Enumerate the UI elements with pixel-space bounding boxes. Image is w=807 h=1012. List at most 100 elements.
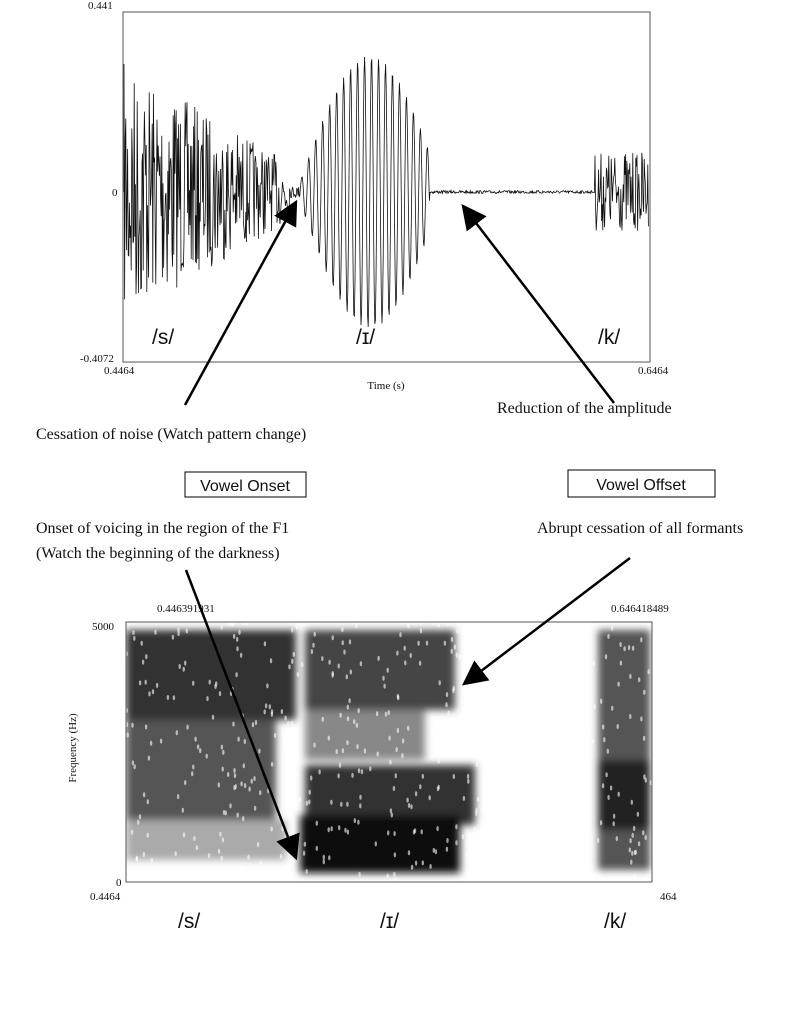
speckle: [240, 781, 242, 786]
speckle: [588, 780, 590, 785]
speckle: [521, 655, 523, 660]
speckle: [176, 730, 178, 735]
speckle: [455, 824, 457, 829]
speckle: [569, 846, 571, 851]
speckle: [605, 654, 607, 659]
speckle: [291, 628, 293, 633]
speckle: [393, 872, 395, 877]
speckle: [177, 631, 179, 636]
speckle: [220, 625, 222, 630]
speckle: [631, 851, 633, 856]
speckle: [184, 661, 186, 666]
speckle: [354, 818, 356, 823]
end-time-label: 0.646418489: [611, 603, 669, 615]
speckle: [359, 803, 361, 808]
speckle: [426, 641, 428, 646]
speckle: [637, 812, 639, 817]
speckle: [264, 709, 266, 714]
speckle: [193, 836, 195, 841]
speckle: [481, 807, 483, 812]
speckle: [351, 773, 353, 778]
speckle: [451, 637, 453, 642]
speckle: [197, 744, 199, 749]
speckle: [469, 683, 471, 688]
box-label: Vowel Offset: [596, 477, 686, 494]
y-max-label: 0.441: [88, 0, 113, 12]
speckle: [648, 669, 650, 674]
speckle: [515, 836, 517, 841]
speckle: [522, 648, 524, 653]
speckle: [415, 791, 417, 796]
speckle: [137, 820, 139, 825]
speckle: [556, 644, 558, 649]
speckle: [310, 776, 312, 781]
x-start-label: 0.4464: [90, 891, 121, 903]
speckle: [131, 830, 133, 835]
speckle: [522, 714, 524, 719]
speckle: [446, 847, 448, 852]
speckle: [433, 848, 435, 853]
speckle: [304, 842, 306, 847]
speckle: [477, 659, 479, 664]
speckle: [477, 797, 479, 802]
speckle: [339, 763, 341, 768]
speckle: [603, 737, 605, 742]
speckle: [526, 757, 528, 762]
speckle: [131, 723, 133, 728]
figure: 0.441 0 -0.4072 0.4464 0.6464 Time (s) /…: [0, 0, 807, 1012]
y-axis-label: Frequency (Hz): [67, 713, 79, 783]
speckle: [497, 812, 499, 817]
speckle: [175, 851, 177, 856]
speckle: [404, 660, 406, 665]
speckle: [602, 725, 604, 730]
speckle: [530, 865, 532, 870]
segment-label: /ɪ/: [380, 910, 399, 933]
speckle: [172, 635, 174, 640]
speckle: [342, 640, 344, 645]
speckle: [346, 740, 348, 745]
speckle: [510, 724, 512, 729]
speckle: [399, 632, 401, 637]
speckle: [600, 699, 602, 704]
speckle: [296, 624, 298, 629]
speckle: [570, 774, 572, 779]
speckle: [529, 639, 531, 644]
speckle: [422, 774, 424, 779]
speckle: [151, 858, 153, 863]
speckle: [343, 650, 345, 655]
speckle: [438, 785, 440, 790]
speckle: [415, 861, 417, 866]
speckle: [273, 866, 275, 871]
speckle: [328, 855, 330, 860]
speckle: [148, 691, 150, 696]
speckle: [145, 680, 147, 685]
speckle: [597, 875, 599, 880]
speckle: [437, 622, 439, 627]
speckle: [568, 788, 570, 793]
speckle: [139, 680, 141, 685]
speckle: [547, 688, 549, 693]
speckle: [287, 721, 289, 726]
speckle: [484, 865, 486, 870]
speckle: [364, 749, 366, 754]
speckle: [508, 673, 510, 678]
speckle: [487, 735, 489, 740]
speckle: [274, 875, 276, 880]
speckle: [633, 826, 635, 831]
speckle: [142, 660, 144, 665]
speckle: [328, 736, 330, 741]
speckle: [306, 869, 308, 874]
speckle: [259, 790, 261, 795]
speckle: [569, 657, 571, 662]
speckle: [297, 835, 299, 840]
speckle: [291, 659, 293, 664]
speckle: [407, 726, 409, 731]
speckle: [355, 623, 357, 628]
speckle: [602, 783, 604, 788]
speckle: [494, 773, 496, 778]
speckle: [554, 696, 556, 701]
speckle: [455, 840, 457, 845]
speckle: [577, 748, 579, 753]
speckle: [376, 711, 378, 716]
speckle: [407, 623, 409, 628]
